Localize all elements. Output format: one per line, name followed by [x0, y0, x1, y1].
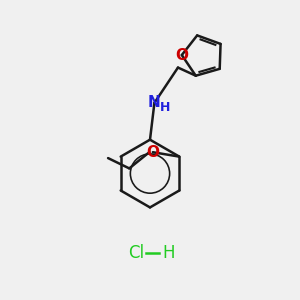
- Text: O: O: [175, 47, 188, 62]
- Text: N: N: [148, 95, 161, 110]
- Text: O: O: [146, 145, 159, 160]
- Text: H: H: [160, 101, 170, 114]
- Text: H: H: [162, 244, 175, 262]
- Text: Cl: Cl: [128, 244, 144, 262]
